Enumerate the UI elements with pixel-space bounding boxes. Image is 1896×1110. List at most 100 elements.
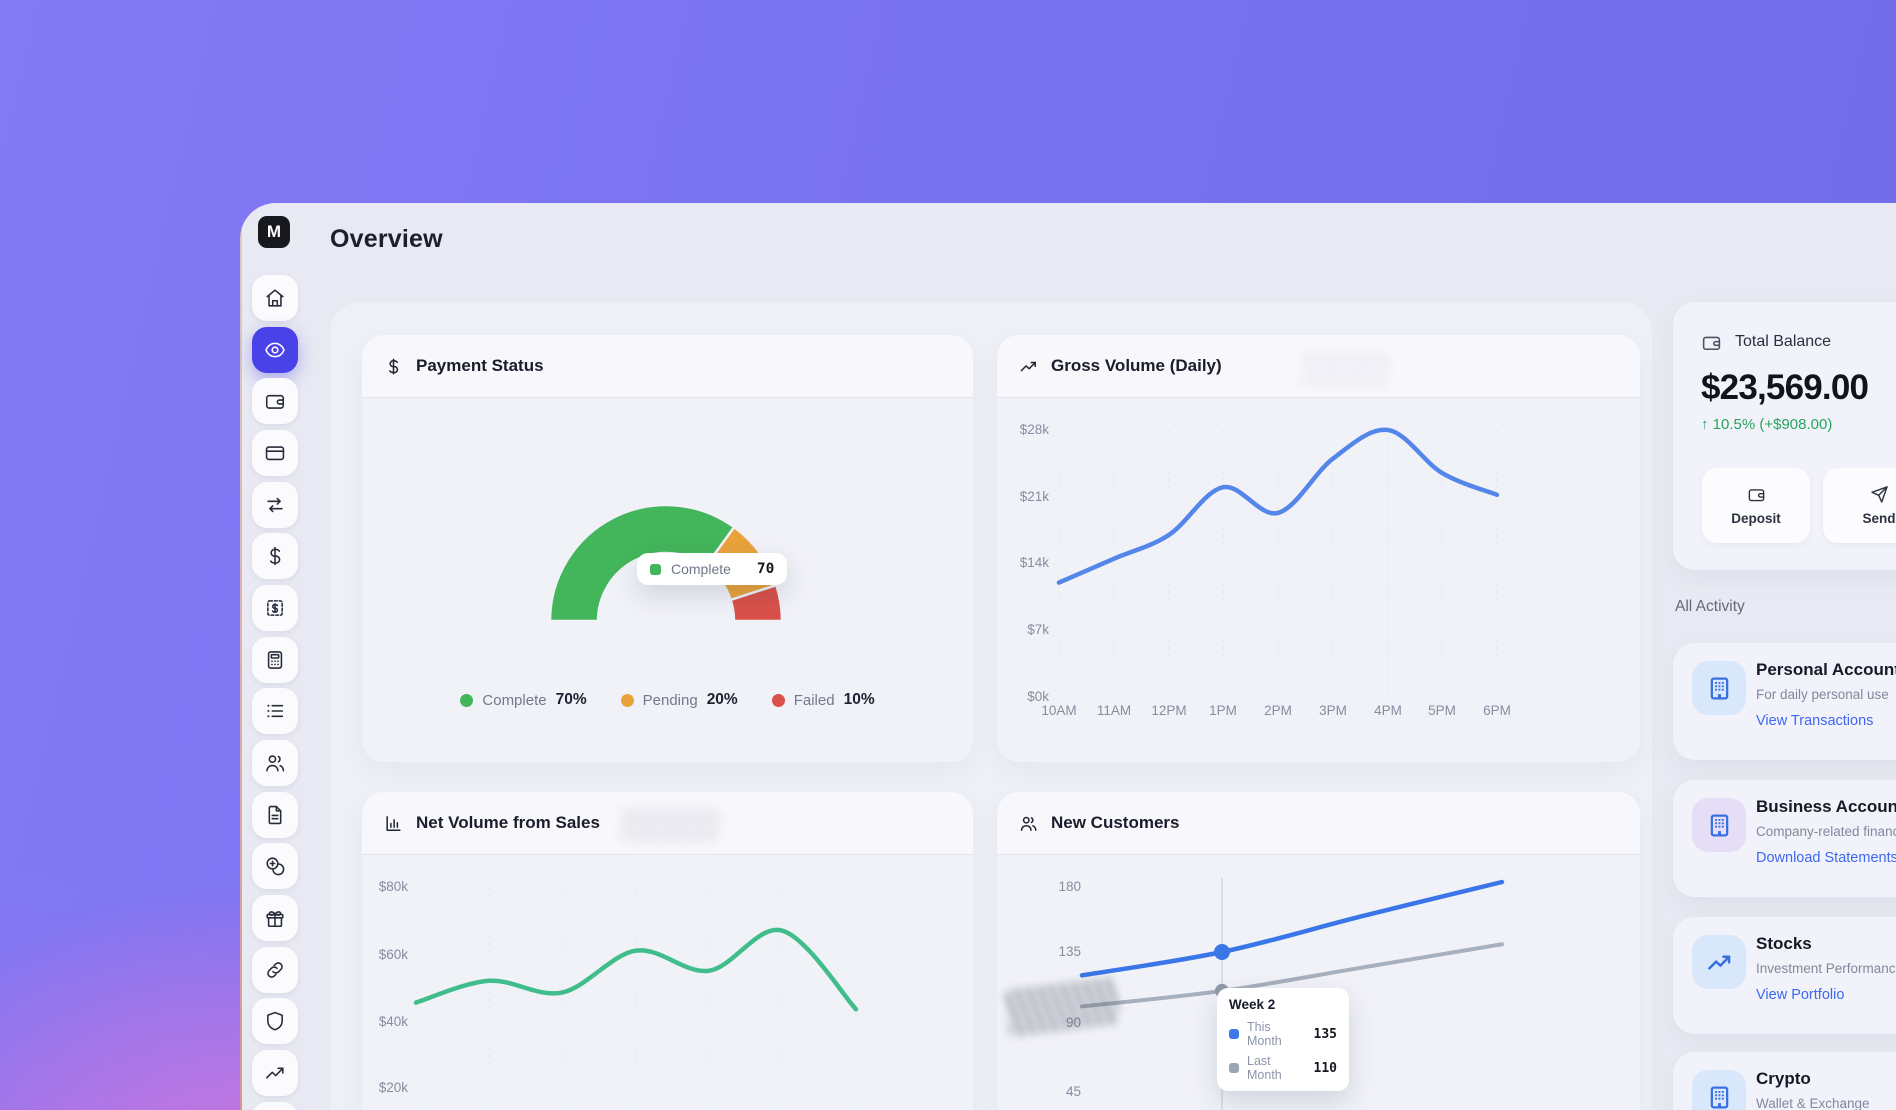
- activity-card-stocks[interactable]: Stocks Investment Performance View Portf…: [1673, 917, 1896, 1034]
- document-icon: [268, 805, 282, 825]
- gross-volume-header: Gross Volume (Daily): [997, 335, 1640, 398]
- building-icon: [1692, 661, 1746, 715]
- transfers-icon: [267, 497, 283, 513]
- sidebar-item-transfers[interactable]: [252, 482, 298, 528]
- x-tick: 5PM: [1428, 703, 1456, 718]
- legend-label: Complete: [482, 691, 547, 709]
- activity-card-personal-account[interactable]: Personal Account For daily personal use …: [1673, 643, 1896, 760]
- tooltip-title: Week 2: [1229, 997, 1276, 1012]
- activity-card-crypto[interactable]: Crypto Wallet & Exchange: [1673, 1052, 1896, 1110]
- activity-card-business-account[interactable]: Business Account Company-related finance…: [1673, 780, 1896, 897]
- activity-subtitle: Wallet & Exchange: [1756, 1096, 1870, 1110]
- dollar-icon: [389, 357, 399, 375]
- users-icon: [266, 755, 285, 772]
- gauge-legend: Complete 70% Pending 20% Failed 10%: [362, 691, 973, 709]
- x-tick: 4PM: [1374, 703, 1402, 718]
- net-volume-line-chart[interactable]: [362, 792, 973, 1110]
- card-title: New Customers: [1051, 813, 1180, 832]
- list-icon: [267, 704, 284, 718]
- send-label: Send: [1862, 511, 1896, 526]
- x-tick: 2PM: [1264, 703, 1292, 718]
- card-title: Net Volume from Sales: [416, 813, 600, 832]
- card-title: Gross Volume (Daily): [1051, 356, 1222, 375]
- card-payment-status: Payment Status Complete 70 Complete 70% …: [362, 335, 973, 762]
- sidebar-item-analytics[interactable]: [252, 1050, 298, 1096]
- y-tick: $21k: [1019, 489, 1049, 504]
- sidebar-item-coins[interactable]: [252, 843, 298, 889]
- y-tick: $14k: [1019, 555, 1049, 570]
- link-icon: [267, 962, 283, 978]
- sidebar-item-rewards[interactable]: [252, 895, 298, 941]
- legend-value: 70%: [555, 691, 587, 708]
- bar-chart-icon: [386, 815, 401, 831]
- tooltip-label: Complete: [671, 561, 731, 577]
- sidebar-item-list[interactable]: [252, 688, 298, 734]
- sidebar-item-wallet[interactable]: [252, 378, 298, 424]
- sidebar-item-cards[interactable]: [252, 430, 298, 476]
- send-button[interactable]: Send: [1823, 468, 1896, 543]
- net-volume-header: Net Volume from Sales: [362, 792, 973, 855]
- card-title: Payment Status: [416, 356, 544, 375]
- card-gross-volume: Gross Volume (Daily) $28k $21k $14k $7k …: [997, 335, 1640, 762]
- coins-icon: [266, 857, 285, 876]
- tooltip-value: 135: [1313, 1026, 1337, 1042]
- sidebar-item-bank[interactable]: [252, 1102, 298, 1110]
- y-tick: $80k: [378, 879, 408, 894]
- sidebar-item-calculator[interactable]: [252, 637, 298, 683]
- page-title: Overview: [330, 225, 443, 253]
- receipt-dollar-icon: [267, 600, 283, 616]
- sidebar-item-users[interactable]: [252, 740, 298, 786]
- legend-label: Pending: [642, 691, 698, 709]
- activity-title: Stocks: [1756, 934, 1812, 953]
- building-icon: [1692, 798, 1746, 852]
- y-tick: $28k: [1019, 422, 1049, 437]
- shield-icon: [267, 1011, 283, 1031]
- x-tick: 10AM: [1041, 703, 1077, 718]
- activity-title: Crypto: [1756, 1069, 1811, 1088]
- total-balance-label: Total Balance: [1735, 333, 1832, 350]
- y-tick: $7k: [1027, 622, 1049, 637]
- deposit-label: Deposit: [1731, 511, 1781, 526]
- legend-value: 10%: [843, 691, 875, 708]
- sidebar-item-home[interactable]: [252, 275, 298, 321]
- activity-title: Personal Account: [1756, 660, 1896, 679]
- tooltip-value: 110: [1313, 1060, 1337, 1076]
- activity-subtitle: For daily personal use: [1756, 687, 1889, 702]
- calculator-icon: [267, 651, 283, 669]
- gross-volume-line-chart[interactable]: [997, 335, 1640, 762]
- payment-status-header: Payment Status: [362, 335, 973, 398]
- activity-title: Business Account: [1756, 797, 1896, 816]
- legend-item-failed: Failed 10%: [771, 691, 875, 709]
- sidebar-item-security[interactable]: [252, 998, 298, 1044]
- sidebar-item-payments[interactable]: [252, 533, 298, 579]
- app-logo[interactable]: M: [258, 216, 290, 248]
- sidebar-item-documents[interactable]: [252, 792, 298, 838]
- eye-icon: [265, 342, 285, 358]
- y-tick: 180: [1058, 879, 1081, 894]
- sidebar-item-invoices[interactable]: [252, 585, 298, 631]
- view-transactions-link[interactable]: View Transactions: [1756, 713, 1874, 729]
- trending-up-icon: [1692, 935, 1746, 989]
- complete-dot-icon: [460, 693, 474, 707]
- card-net-volume: Net Volume from Sales $80k $60k $40k $20…: [362, 792, 973, 1110]
- activity-subtitle: Company-related finances: [1756, 824, 1896, 839]
- wallet-icon: [1702, 336, 1721, 351]
- y-tick: $0k: [1027, 689, 1049, 704]
- activity-subtitle: Investment Performance: [1756, 961, 1896, 976]
- view-portfolio-link[interactable]: View Portfolio: [1756, 987, 1845, 1003]
- tooltip-label: This Month: [1247, 1020, 1282, 1048]
- new-customers-tooltip: Week 2 This Month 135 Last Month 110: [1217, 988, 1349, 1091]
- gift-icon: [266, 911, 284, 928]
- sidebar-item-links[interactable]: [252, 947, 298, 993]
- legend-label: Failed: [793, 691, 835, 709]
- tooltip-row-this-month: This Month 135: [1229, 1020, 1337, 1048]
- tooltip-row-last-month: Last Month 110: [1229, 1054, 1337, 1082]
- download-statements-link[interactable]: Download Statements: [1756, 850, 1896, 866]
- deposit-button[interactable]: Deposit: [1702, 468, 1810, 543]
- trending-up-icon: [265, 1067, 284, 1079]
- credit-card-icon: [265, 446, 285, 461]
- sidebar-item-overview[interactable]: [252, 327, 298, 373]
- trending-up-icon: [1020, 361, 1036, 371]
- pending-dot-icon: [620, 693, 634, 707]
